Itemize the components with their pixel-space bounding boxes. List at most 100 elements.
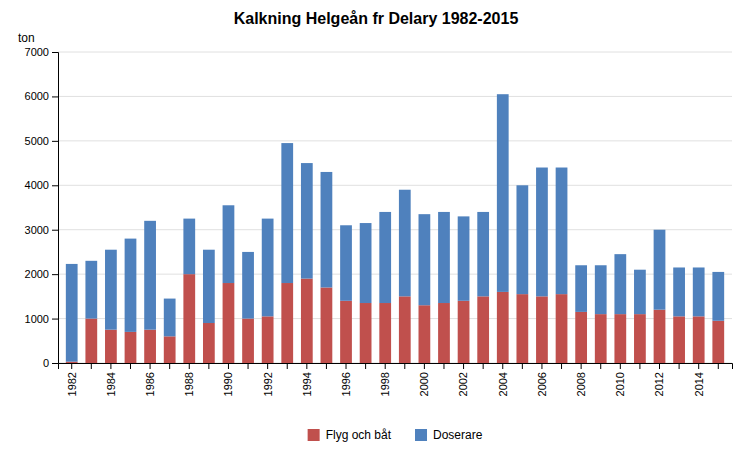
axis-line bbox=[52, 53, 59, 364]
tick-label: 1990 bbox=[222, 372, 234, 396]
tick-label: 0 bbox=[43, 357, 49, 369]
tick-mark bbox=[267, 363, 268, 369]
tick bbox=[443, 363, 444, 369]
tick: 7000 bbox=[25, 46, 58, 58]
tick-label: 2014 bbox=[693, 372, 705, 396]
bar bbox=[144, 330, 156, 363]
tick: 1990 bbox=[222, 363, 234, 396]
tick-mark bbox=[581, 363, 582, 369]
tick-mark bbox=[130, 363, 131, 369]
grid-line bbox=[58, 140, 732, 141]
bar bbox=[242, 319, 254, 363]
tick bbox=[248, 363, 249, 369]
tick-label: 2000 bbox=[25, 268, 49, 280]
tick-label: 1996 bbox=[340, 372, 352, 396]
tick bbox=[561, 363, 562, 369]
tick-mark bbox=[698, 363, 699, 369]
tick: 1988 bbox=[183, 363, 195, 396]
tick: 1992 bbox=[261, 363, 273, 396]
tick-mark bbox=[52, 185, 58, 186]
tick-mark bbox=[52, 274, 58, 275]
bar bbox=[399, 190, 411, 297]
tick-mark bbox=[718, 363, 719, 369]
bar bbox=[321, 172, 333, 288]
chart-container: Kalkning Helgeån fr Delary 1982-20151982… bbox=[0, 0, 752, 451]
bar bbox=[536, 168, 548, 297]
tick bbox=[718, 363, 719, 369]
bar bbox=[105, 330, 117, 363]
bar bbox=[654, 310, 666, 363]
tick-mark bbox=[71, 363, 72, 369]
tick bbox=[600, 363, 601, 369]
bar bbox=[399, 296, 411, 363]
tick: 2012 bbox=[653, 363, 665, 396]
tick-mark bbox=[248, 363, 249, 369]
tick bbox=[169, 363, 170, 369]
tick-label: 3000 bbox=[25, 224, 49, 236]
tick: 1986 bbox=[144, 363, 156, 396]
tick: 1000 bbox=[25, 313, 58, 325]
bar bbox=[360, 223, 372, 303]
tick-mark bbox=[52, 363, 58, 364]
tick-mark bbox=[522, 363, 523, 369]
tick bbox=[365, 363, 366, 369]
tick: 1982 bbox=[66, 363, 78, 396]
chart-svg: Kalkning Helgeån fr Delary 1982-20151982… bbox=[0, 0, 752, 451]
tick bbox=[404, 363, 405, 369]
legend-label: Doserare bbox=[433, 428, 483, 442]
bar bbox=[203, 323, 215, 363]
tick-mark bbox=[346, 363, 347, 369]
bar bbox=[516, 294, 528, 363]
tick-mark bbox=[189, 363, 190, 369]
tick-mark bbox=[110, 363, 111, 369]
bar bbox=[556, 168, 568, 295]
bar bbox=[360, 303, 372, 363]
bar bbox=[634, 270, 646, 314]
tick-label: 2004 bbox=[497, 372, 509, 396]
bar bbox=[85, 319, 97, 363]
bar bbox=[536, 296, 548, 363]
bar bbox=[66, 264, 78, 362]
tick-mark bbox=[561, 363, 562, 369]
tick-mark bbox=[620, 363, 621, 369]
bar bbox=[262, 219, 274, 317]
legend-swatch bbox=[308, 429, 320, 441]
tick: 2002 bbox=[457, 363, 469, 396]
bar bbox=[693, 316, 705, 363]
bar bbox=[281, 143, 293, 283]
plot: 1982198419861988199019921994199619982000… bbox=[25, 46, 733, 396]
tick: 2010 bbox=[614, 363, 626, 396]
bar bbox=[516, 185, 528, 294]
tick-label: 1988 bbox=[183, 372, 195, 396]
tick: 2014 bbox=[693, 363, 705, 396]
tick: 2008 bbox=[575, 363, 587, 396]
tick: 3000 bbox=[25, 224, 58, 236]
tick-mark bbox=[52, 96, 58, 97]
bar bbox=[183, 274, 195, 363]
tick: 4000 bbox=[25, 179, 58, 191]
tick bbox=[287, 363, 288, 369]
bar bbox=[242, 252, 254, 319]
tick-label: 4000 bbox=[25, 179, 49, 191]
bar bbox=[595, 314, 607, 363]
grid-line bbox=[58, 52, 732, 53]
y-axis: 01000200030004000500060007000 bbox=[25, 46, 59, 369]
tick bbox=[326, 363, 327, 369]
bar bbox=[419, 305, 431, 363]
tick-mark bbox=[639, 363, 640, 369]
tick-mark bbox=[52, 319, 58, 320]
tick-mark bbox=[385, 363, 386, 369]
bar bbox=[105, 250, 117, 330]
bar bbox=[595, 265, 607, 314]
tick-mark bbox=[91, 363, 92, 369]
tick-label: 1982 bbox=[66, 372, 78, 396]
tick-mark bbox=[679, 363, 680, 369]
bar bbox=[223, 205, 235, 283]
bar bbox=[614, 254, 626, 314]
tick-mark bbox=[463, 363, 464, 369]
bar bbox=[144, 221, 156, 330]
tick-mark bbox=[365, 363, 366, 369]
bar bbox=[340, 301, 352, 363]
tick-mark bbox=[541, 363, 542, 369]
bar bbox=[654, 230, 666, 310]
